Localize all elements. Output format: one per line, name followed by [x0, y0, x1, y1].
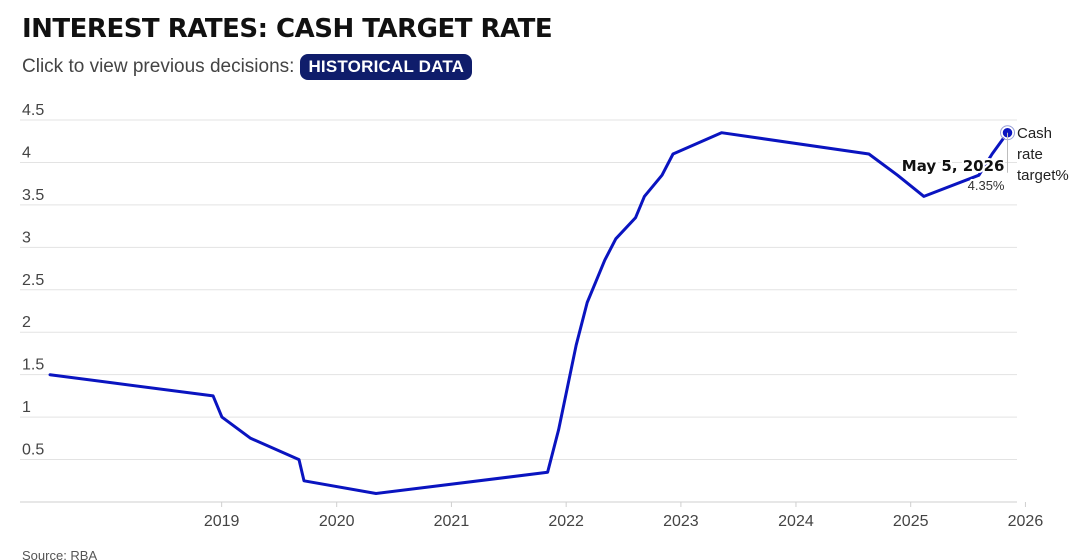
y-tick-label: 0.5 — [22, 442, 44, 459]
series-line-cash-rate — [48, 131, 1009, 495]
x-tick-label: 2025 — [893, 513, 929, 530]
y-tick-label: 1.5 — [22, 357, 44, 374]
x-tick-label: 2021 — [434, 513, 470, 530]
chart-title: INTEREST RATES: CASH TARGET RATE — [22, 14, 553, 44]
y-tick-label: 4 — [22, 144, 31, 161]
subtitle-row: Click to view previous decisions: HISTOR… — [22, 54, 473, 80]
y-tick-label: 2 — [22, 314, 31, 331]
y-tick-label: 1 — [22, 399, 31, 416]
x-tick-label: 2026 — [1008, 513, 1044, 530]
y-tick-label: 3.5 — [22, 187, 44, 204]
x-tick-label: 2024 — [778, 513, 814, 530]
legend-series-label: Cash rate target% — [1017, 125, 1069, 184]
x-tick-label: 2019 — [204, 513, 240, 530]
y-tick-label: 4.5 — [22, 102, 44, 119]
chart-subtitle: Click to view previous decisions: — [22, 56, 295, 77]
annotation-date-label: May 5, 2026 — [902, 157, 1005, 175]
historical-data-button[interactable]: HISTORICAL DATA — [300, 54, 473, 80]
y-tick-label: 3 — [22, 229, 31, 246]
annotation-value-label: 4.35% — [968, 178, 1005, 193]
x-tick-label: 2023 — [663, 513, 699, 530]
x-tick-label: 2020 — [319, 513, 355, 530]
y-tick-label: 2.5 — [22, 272, 44, 289]
source-note: Source: RBA — [22, 548, 98, 560]
x-tick-label: 2022 — [548, 513, 584, 530]
